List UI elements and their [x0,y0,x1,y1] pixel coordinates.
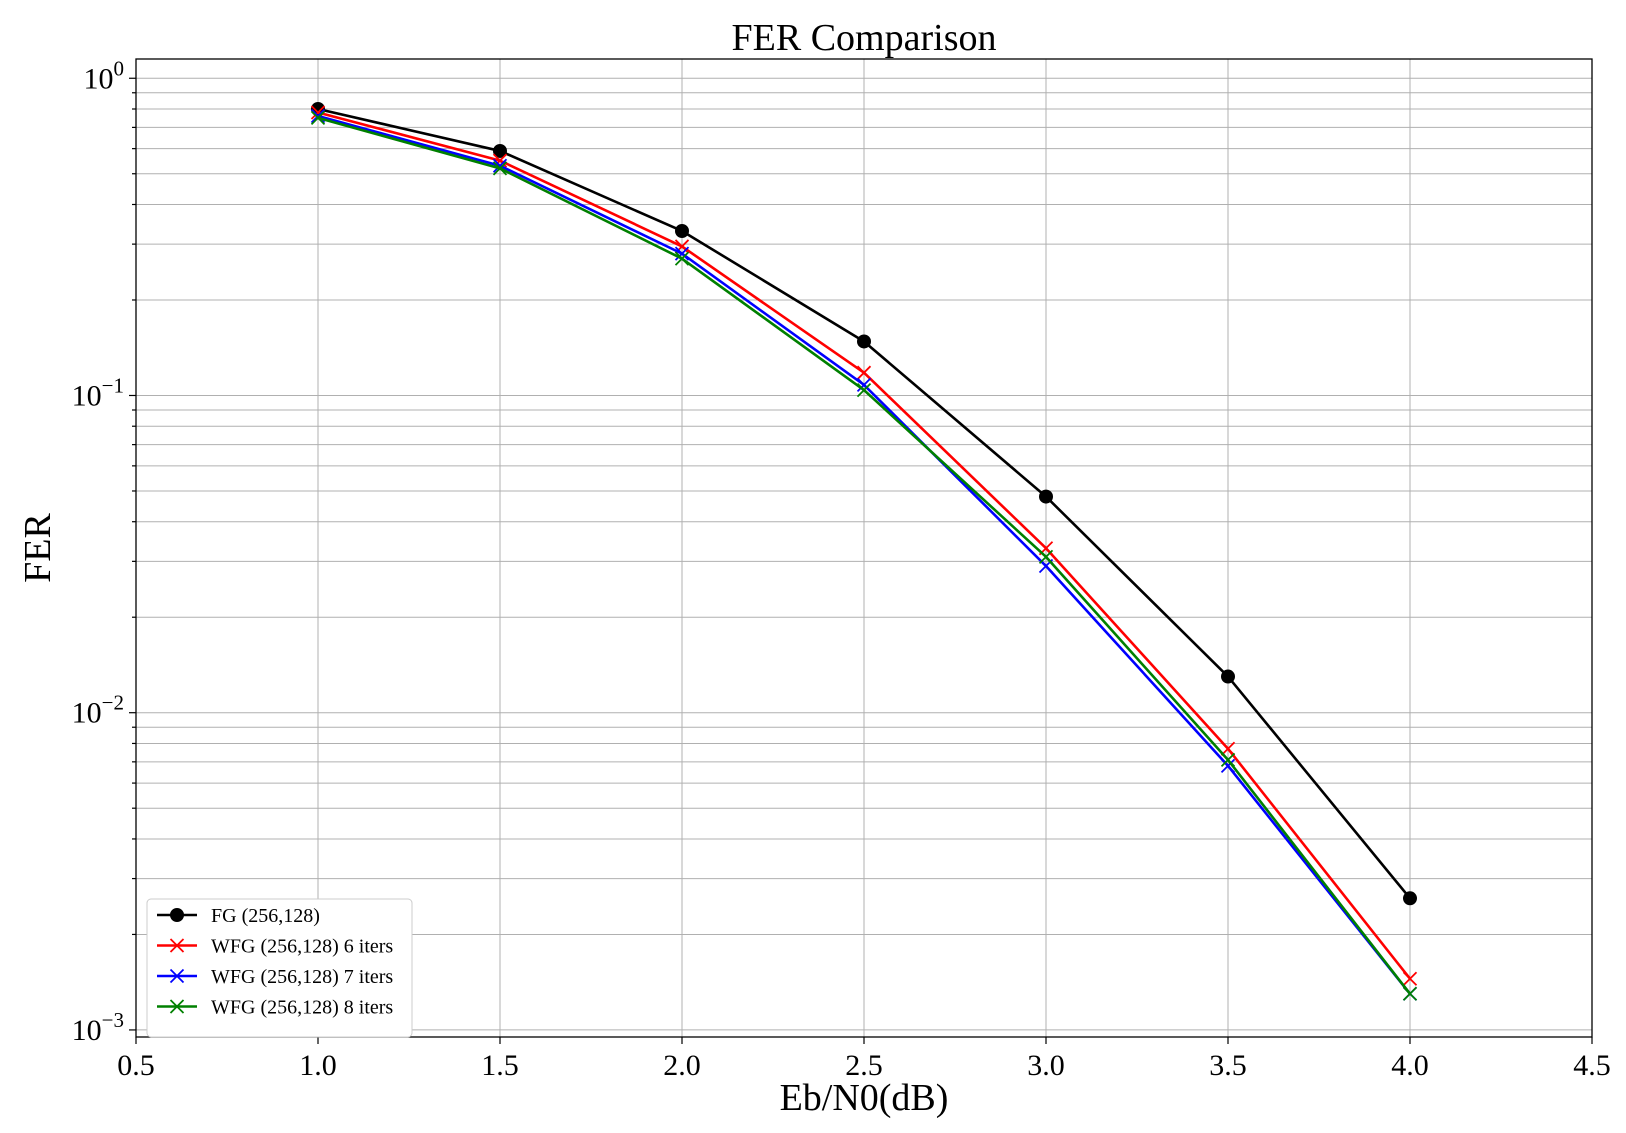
legend-label: WFG (256,128) 8 iters [211,997,393,1019]
data-point [1039,489,1053,504]
y-tick-label: 100 [84,56,125,95]
data-point [856,365,872,380]
axis-ticks: 0.5 1.0 1.5 2.0 2.5 3.0 3.5 4.0 4.5 100 10−1 10−2 10… [72,56,1611,1082]
x-tick-label: 2.0 [663,1049,701,1082]
x-axis-label: Eb/N0(dB) [780,1077,949,1119]
data-point [1220,758,1236,773]
legend-item: WFG (256,128) 8 iters [157,997,393,1019]
legend-marker [169,938,185,953]
legend-marker [169,999,185,1014]
y-tick-label: 10−2 [72,691,124,730]
chart-title: FER Comparison [732,17,997,59]
legend-frame [146,898,413,1038]
data-point [1038,549,1054,564]
data-point [856,377,872,393]
legend-marker [169,968,185,984]
x-tick-label: 4.0 [1391,1049,1429,1082]
x-tick-label: 0.5 [117,1049,155,1082]
data-point [310,110,326,126]
data-point [674,251,690,266]
data-point [1403,891,1417,906]
legend: FG (256,128) WFG (256,128) 6 iters WFG (25… [146,898,413,1038]
y-axis-label: FER [17,513,59,583]
legend-item: FG (256,128) [157,905,320,927]
x-tick-label: 3.0 [1027,1049,1065,1082]
data-point [1402,986,1418,1001]
data-point [493,143,507,158]
legend-item: WFG (256,128) 6 iters [157,936,393,958]
series-1 [311,101,1417,906]
x-tick-label: 3.5 [1209,1049,1247,1082]
x-tick-label: 4.5 [1573,1049,1611,1082]
x-tick-label: 1.5 [481,1049,519,1082]
x-tick-label: 1.0 [299,1049,337,1082]
y-tick-label: 10−1 [72,373,124,412]
data-point [1402,971,1418,986]
series-2 [310,105,1418,986]
series-4 [310,110,1418,1001]
y-tick-label: 10−3 [72,1008,124,1047]
data-point [1220,741,1236,756]
legend-label: FG (256,128) [211,905,320,927]
legend-label: WFG (256,128) 7 iters [211,966,393,988]
legend-marker [170,908,184,922]
data-point [674,246,690,261]
legend-label: WFG (256,128) 6 iters [211,936,393,958]
legend-item: WFG (256,128) 7 iters [157,966,393,988]
x-tick-label: 2.5 [845,1049,883,1082]
plot-series [310,101,1418,1001]
data-point [857,334,871,349]
data-point [1221,669,1235,684]
grid [135,59,1593,1037]
data-point [1220,752,1236,768]
data-point [675,223,689,238]
data-point [492,161,508,176]
data-point [856,382,872,398]
